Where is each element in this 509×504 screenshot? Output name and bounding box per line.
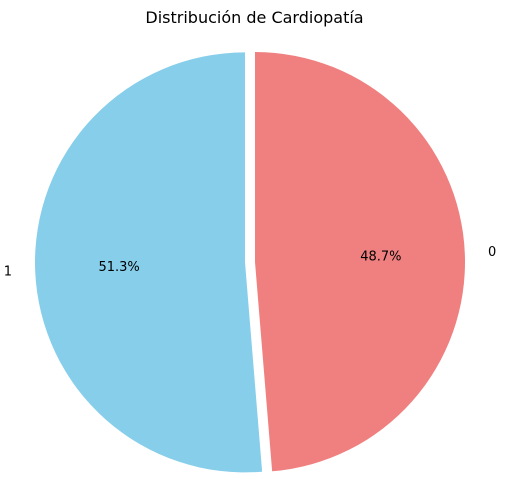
slice-percent-label-1: 51.3% <box>98 260 139 275</box>
pie-slices <box>35 51 466 473</box>
pie-slice-1 <box>35 52 263 473</box>
slice-category-label-1: 1 <box>4 265 12 280</box>
slice-percent-label-0: 48.7% <box>360 249 401 264</box>
slice-category-label-0: 0 <box>488 245 496 260</box>
pie-slice-0 <box>255 51 466 472</box>
chart-title: Distribución de Cardiopatía <box>145 8 364 27</box>
pie-labels: 48.7% 0 51.3% 1 <box>4 245 496 280</box>
